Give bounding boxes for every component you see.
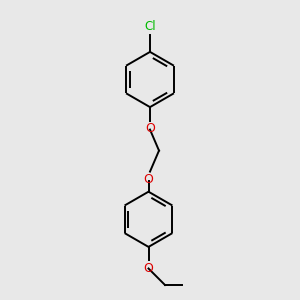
Text: O: O xyxy=(145,122,155,135)
Text: O: O xyxy=(144,173,153,186)
Text: Cl: Cl xyxy=(144,20,156,33)
Text: O: O xyxy=(144,262,153,275)
